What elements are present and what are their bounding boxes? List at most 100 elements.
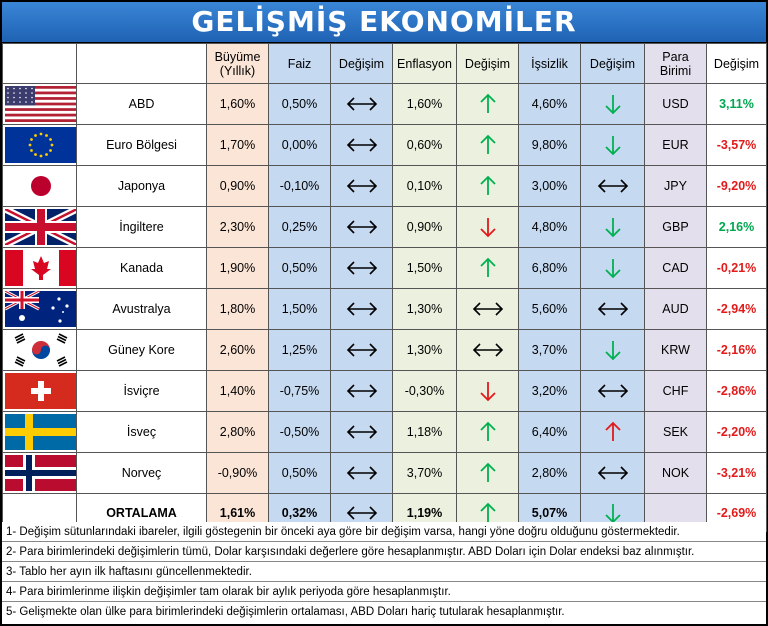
country-name: Avustralya [76, 288, 207, 330]
horizontal-arrow-icon [346, 302, 377, 316]
header-country [76, 43, 207, 84]
unemployment-change [580, 329, 645, 371]
rate-value: -0,50% [268, 411, 331, 453]
inflation-value: 1,50% [392, 247, 457, 289]
horizontal-arrow-icon [346, 179, 377, 193]
header-flag [2, 43, 77, 84]
flag-cell [2, 288, 77, 330]
growth-value: 1,70% [206, 124, 269, 166]
unemployment-value: 3,70% [518, 329, 581, 371]
inflation-change [456, 165, 519, 207]
unemployment-change [580, 247, 645, 289]
inflation-value: 1,30% [392, 288, 457, 330]
header-rate-change: Değişim [330, 43, 393, 84]
gb-flag [5, 209, 76, 245]
table-row: Kanada 1,90% 0,50% 1,50% 6,80% CAD -0,21… [2, 247, 767, 289]
header-unemployment-change: Değişim [580, 43, 645, 84]
growth-value: 1,90% [206, 247, 269, 289]
inflation-value: 0,60% [392, 124, 457, 166]
currency-change: -2,86% [706, 370, 767, 412]
currency-change: -3,57% [706, 124, 767, 166]
inflation-change [456, 452, 519, 494]
ca-flag [5, 250, 76, 286]
currency-change: -3,21% [706, 452, 767, 494]
rate-value: 1,25% [268, 329, 331, 371]
footnote: 5- Gelişmekte olan ülke para birimlerind… [6, 606, 565, 618]
currency-change: 2,16% [706, 206, 767, 248]
flag-cell [2, 247, 77, 289]
table-row: İngiltere 2,30% 0,25% 0,90% 4,80% GBP 2,… [2, 206, 767, 248]
country-name: Japonya [76, 165, 207, 207]
table-row: İsveç 2,80% -0,50% 1,18% 6,40% SEK -2,20… [2, 411, 767, 453]
inflation-change [456, 83, 519, 125]
currency-code: CHF [644, 370, 707, 412]
flag-cell [2, 124, 77, 166]
growth-value: 1,40% [206, 370, 269, 412]
country-name: İsveç [76, 411, 207, 453]
horizontal-arrow-icon [346, 425, 377, 439]
growth-value: 1,60% [206, 83, 269, 125]
up-arrow-icon [604, 421, 621, 441]
inflation-value: 1,60% [392, 83, 457, 125]
up-arrow-icon [479, 257, 496, 277]
rate-value: 1,50% [268, 288, 331, 330]
currency-code: SEK [644, 411, 707, 453]
unemployment-change [580, 165, 645, 207]
horizontal-arrow-icon [597, 466, 628, 480]
horizontal-arrow-icon [346, 505, 377, 520]
currency-change: -0,21% [706, 247, 767, 289]
footnotes: 1- Değişim sütunlarındaki ibareler, ilgi… [2, 522, 766, 624]
kr-flag [5, 332, 76, 368]
rate-change [330, 247, 393, 289]
currency-code: AUD [644, 288, 707, 330]
rate-change [330, 411, 393, 453]
inflation-change [456, 247, 519, 289]
unemployment-value: 2,80% [518, 452, 581, 494]
rate-value: 0,25% [268, 206, 331, 248]
header-rate: Faiz [268, 43, 331, 84]
header-inflation: Enflasyon [392, 43, 457, 84]
horizontal-arrow-icon [472, 302, 503, 316]
footnote: 4- Para birimlerinme ilişkin değişimler … [2, 582, 766, 602]
au-flag [5, 291, 76, 327]
rate-change [330, 370, 393, 412]
horizontal-arrow-icon [597, 179, 628, 193]
country-name: ABD [76, 83, 207, 125]
unemployment-change [580, 83, 645, 125]
table-row: Japonya 0,90% -0,10% 0,10% 3,00% JPY -9,… [2, 165, 767, 207]
eu-flag [5, 127, 76, 163]
currency-code: USD [644, 83, 707, 125]
header-row: Büyüme (Yıllık) Faiz Değişim Enflasyon D… [2, 43, 767, 84]
unemployment-change [580, 370, 645, 412]
header-inflation-change: Değişim [456, 43, 519, 84]
horizontal-arrow-icon [472, 343, 503, 357]
rate-change [330, 288, 393, 330]
country-name: Kanada [76, 247, 207, 289]
no-flag [5, 455, 76, 491]
economies-table: Büyüme (Yıllık) Faiz Değişim Enflasyon D… [2, 43, 767, 532]
horizontal-arrow-icon [346, 138, 377, 152]
horizontal-arrow-icon [346, 97, 377, 111]
unemployment-change [580, 288, 645, 330]
rate-change [330, 206, 393, 248]
currency-code: EUR [644, 124, 707, 166]
flag-cell [2, 370, 77, 412]
flag-cell [2, 329, 77, 371]
inflation-value: 0,10% [392, 165, 457, 207]
inflation-value: 3,70% [392, 452, 457, 494]
country-name: İngiltere [76, 206, 207, 248]
unemployment-value: 9,80% [518, 124, 581, 166]
horizontal-arrow-icon [346, 466, 377, 480]
up-arrow-icon [479, 175, 496, 195]
currency-code: JPY [644, 165, 707, 207]
flag-cell [2, 452, 77, 494]
header-currency-change: Değişim [706, 43, 767, 84]
inflation-value: 1,30% [392, 329, 457, 371]
growth-value: 2,30% [206, 206, 269, 248]
footnote: 1- Değişim sütunlarındaki ibareler, ilgi… [2, 522, 766, 542]
ch-flag [5, 373, 76, 409]
table-row: Norveç -0,90% 0,50% 3,70% 2,80% NOK -3,2… [2, 452, 767, 494]
growth-value: 2,60% [206, 329, 269, 371]
table-row: Avustralya 1,80% 1,50% 1,30% 5,60% AUD -… [2, 288, 767, 330]
